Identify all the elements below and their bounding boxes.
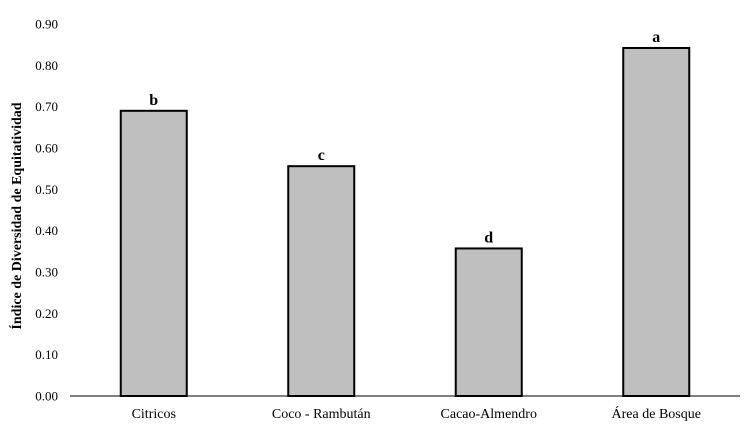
category-label: Área de Bosque — [612, 405, 701, 422]
y-tick-label: 0.00 — [35, 389, 58, 404]
category-label: Coco - Rambután — [272, 407, 371, 422]
bar-letter-label: d — [484, 229, 493, 246]
y-axis-title: Índice de Diversidad de Equitatividad — [8, 102, 25, 329]
category-label: Citricos — [132, 407, 176, 422]
y-tick-label: 0.40 — [35, 223, 58, 238]
bar — [454, 247, 523, 397]
y-tick-label: 0.90 — [35, 17, 58, 32]
bars — [119, 46, 691, 398]
y-tick-label: 0.60 — [35, 141, 58, 156]
y-tick-label: 0.80 — [35, 58, 58, 73]
y-axis-ticks: 0.00 0.10 0.20 0.30 0.40 0.50 0.60 0.70 0.80 0.90 — [35, 17, 58, 404]
bar — [287, 165, 356, 397]
bar-significance-labels: b c d a — [149, 29, 660, 246]
bar — [622, 46, 691, 398]
y-tick-label: 0.50 — [35, 182, 58, 197]
x-axis-labels: Citricos Coco - Rambután Cacao-Almendro Áre… — [132, 405, 701, 422]
y-tick-label: 0.20 — [35, 306, 58, 321]
y-tick-label: 0.70 — [35, 99, 58, 114]
bar-letter-label: c — [318, 147, 325, 164]
y-tick-label: 0.30 — [35, 265, 58, 280]
bar-letter-label: a — [652, 29, 660, 46]
bar-letter-label: b — [149, 92, 158, 109]
y-tick-label: 0.10 — [35, 347, 58, 362]
bar — [119, 109, 188, 398]
category-label: Cacao-Almendro — [441, 407, 537, 422]
